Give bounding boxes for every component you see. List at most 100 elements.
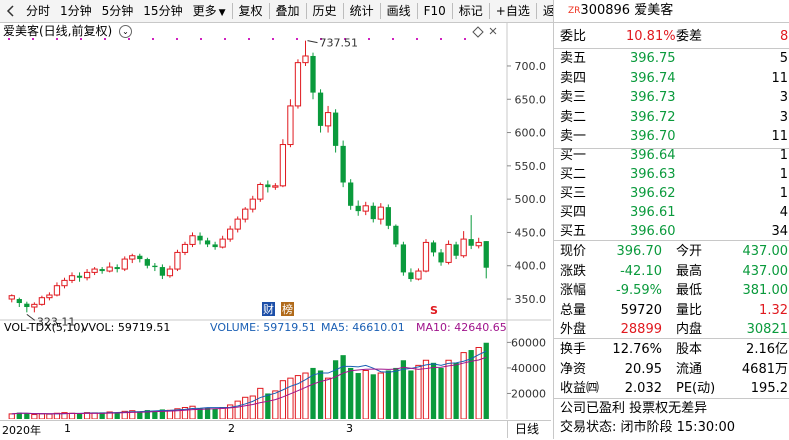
low-label: 323.11 — [37, 315, 76, 328]
volume-bar — [445, 359, 452, 420]
toolbar-add-watchlist[interactable]: +自选 — [495, 4, 530, 18]
candle-body — [483, 241, 489, 268]
vol-tick-label: 60000 — [511, 336, 546, 349]
bid-row[interactable]: 买五 396.60 34 — [554, 222, 789, 242]
candle-body — [362, 205, 369, 212]
divider — [554, 240, 789, 241]
stat-label: 涨跌 — [560, 263, 587, 279]
date-axis: 2020年 1 2 3 — [0, 420, 551, 440]
candle-body — [257, 183, 264, 200]
weibi-label: 委比 — [560, 29, 587, 44]
ask-row[interactable]: 卖二 396.72 3 — [554, 108, 789, 128]
kline-chart-area[interactable]: 700.0 650.0 600.0 550.0 500.0 450.0 400.0 350.0… — [0, 22, 551, 420]
event-dot — [368, 38, 370, 40]
ask-label: 卖五 — [560, 51, 587, 66]
finance-label: 收益㈣ — [560, 381, 600, 396]
candle-body — [340, 145, 346, 183]
expand-icon[interactable] — [489, 27, 497, 35]
volume-bar — [393, 367, 399, 419]
candle-body — [61, 279, 68, 287]
candle-body — [159, 267, 166, 276]
bid-row[interactable]: 买四 396.61 4 — [554, 203, 789, 223]
diamond-icon[interactable] — [472, 26, 484, 38]
candle-body — [46, 294, 53, 299]
candle-body — [174, 251, 181, 270]
toolbar-overlay[interactable]: 叠加 — [275, 4, 300, 18]
kline-chart-svg[interactable]: 700.0 650.0 600.0 550.0 500.0 450.0 400.0 350.0… — [0, 22, 551, 420]
volume-bar — [400, 360, 407, 419]
bid-price: 396.64 — [630, 148, 676, 163]
divider — [554, 148, 789, 149]
toolbar-1min[interactable]: 1分钟 — [60, 4, 92, 18]
candle-body — [445, 243, 452, 263]
y-tick-label: 600.0 — [515, 127, 547, 140]
ranking-marker[interactable] — [281, 302, 294, 316]
toolbar-15min[interactable]: 15分钟 — [143, 4, 183, 18]
stock-code: 300896 — [580, 3, 631, 18]
company-note-text: 公司已盈利 投票权无差异 — [560, 401, 708, 416]
ask-row[interactable]: 卖一 396.70 11 — [554, 127, 789, 147]
ask-row[interactable]: 卖五 396.75 5 — [554, 49, 789, 69]
volume-bar — [438, 367, 444, 419]
trade-status: 交易状态: 闭市阶段 15:30:00 — [554, 418, 789, 438]
stock-prefix: ZR — [568, 6, 581, 16]
candle-body — [144, 259, 150, 266]
finance-value: 2.032 — [624, 381, 662, 396]
ask-price: 396.73 — [630, 90, 676, 105]
candle-body — [393, 225, 399, 245]
stat-value: 28899 — [620, 322, 662, 337]
y-tick-label: 650.0 — [515, 93, 547, 106]
candle-body — [137, 255, 143, 260]
ask-row[interactable]: 卖三 396.73 3 — [554, 88, 789, 108]
toolbar-f10[interactable]: F10 — [423, 4, 446, 18]
volume-bar — [475, 346, 482, 420]
event-dot — [104, 38, 106, 40]
x-label-year: 2020年 — [2, 424, 41, 437]
toolbar-more[interactable]: 更多 ▼ — [188, 0, 231, 22]
separator — [379, 3, 381, 19]
left-arrow-icon[interactable] — [5, 5, 17, 17]
bid-label: 买一 — [560, 148, 587, 163]
candle-body — [189, 235, 196, 245]
ask-row[interactable]: 卖四 396.74 11 — [554, 69, 789, 89]
candle-body — [242, 208, 249, 220]
volume-bar — [152, 410, 158, 419]
volume-bar — [46, 413, 53, 420]
caret-down-icon: ▼ — [218, 8, 226, 18]
toolbar-history[interactable]: 历史 — [312, 4, 337, 18]
volume-bar — [287, 377, 294, 420]
event-dot — [176, 38, 178, 40]
candle-body — [91, 268, 98, 273]
chevron-down-icon[interactable]: ⌄ — [119, 25, 133, 38]
toolbar-intraday[interactable]: 分时 — [26, 4, 51, 18]
stat-label: 最低 — [676, 283, 703, 298]
volume-bar — [212, 408, 218, 419]
candle-body — [324, 112, 332, 127]
period-day-button[interactable]: 日线 — [507, 421, 546, 438]
candle-body — [181, 243, 189, 253]
volume-bar — [197, 408, 203, 419]
x-label-mar: 3 — [346, 422, 353, 435]
toolbar-draw[interactable]: 画线 — [386, 4, 411, 18]
candle-body — [317, 92, 324, 126]
candle-body — [265, 184, 271, 188]
finance-marker[interactable] — [262, 302, 275, 316]
finance-label: 流通 — [676, 361, 703, 377]
bid-row[interactable]: 买一 396.64 1 — [554, 146, 789, 166]
toolbar-mark[interactable]: 标记 — [458, 4, 483, 18]
bid-row[interactable]: 买三 396.62 1 — [554, 184, 789, 204]
finance-label: 换手 — [560, 342, 587, 357]
toolbar-stats[interactable]: 统计 — [349, 4, 374, 18]
bid-row[interactable]: 买二 396.63 1 — [554, 165, 789, 185]
candle-body — [83, 271, 91, 279]
toolbar-5min[interactable]: 5分钟 — [101, 4, 134, 18]
candle-body — [197, 235, 203, 241]
candle-body — [129, 255, 136, 260]
event-dot — [248, 38, 250, 40]
toolbar-adjust[interactable]: 复权 — [238, 4, 263, 18]
s-marker[interactable]: S — [430, 304, 438, 317]
stat-label: 内盘 — [676, 322, 703, 337]
candle-body — [106, 266, 113, 272]
separator — [268, 3, 270, 19]
volume-bar — [408, 370, 414, 419]
